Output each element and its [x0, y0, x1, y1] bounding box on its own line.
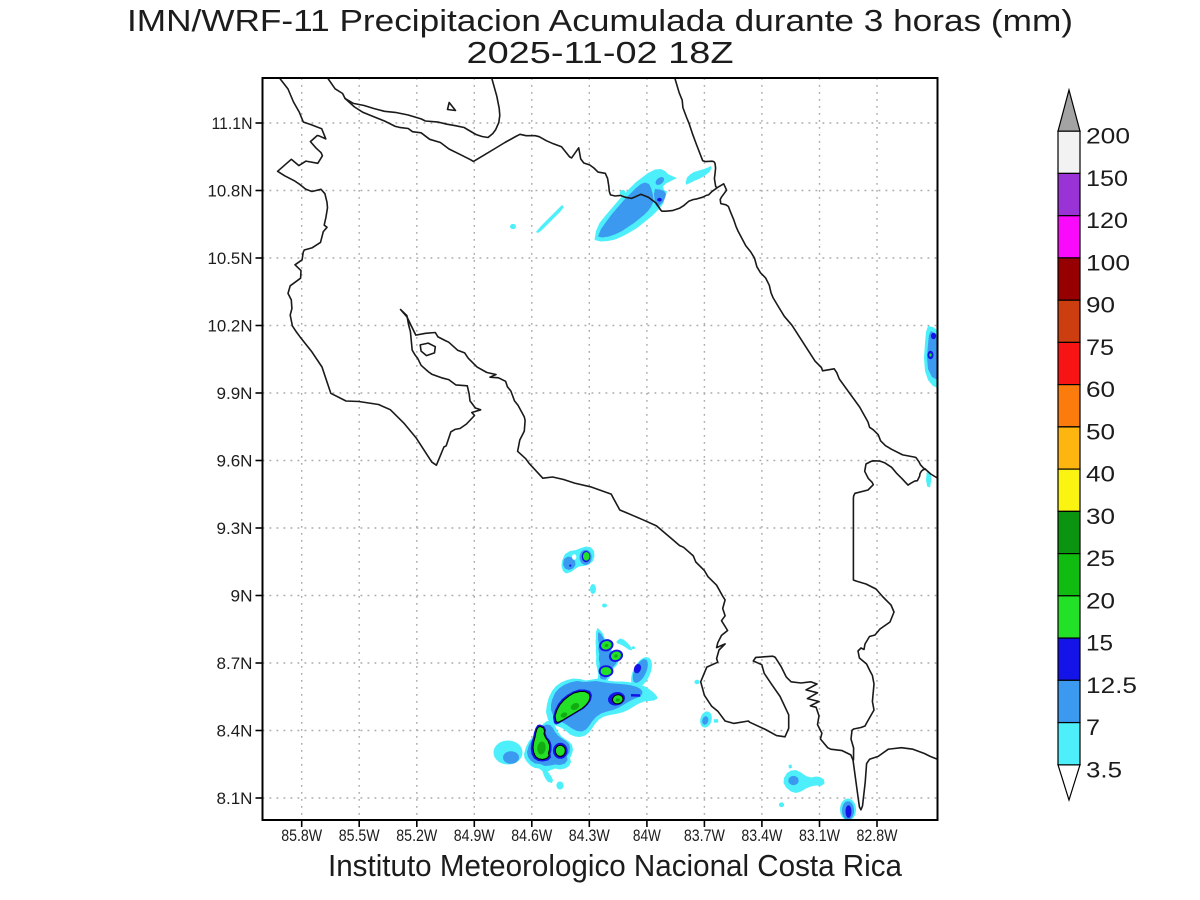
svg-text:100: 100 [1086, 250, 1130, 275]
svg-text:7: 7 [1086, 715, 1100, 740]
svg-text:9N: 9N [231, 587, 253, 606]
svg-text:2025-11-02 18Z: 2025-11-02 18Z [467, 35, 734, 70]
svg-text:84.3W: 84.3W [569, 826, 610, 845]
svg-text:50: 50 [1086, 419, 1115, 444]
svg-text:12.5: 12.5 [1086, 673, 1137, 698]
svg-text:200: 200 [1086, 124, 1130, 149]
svg-text:9.9N: 9.9N [217, 384, 253, 403]
svg-text:25: 25 [1086, 546, 1115, 571]
svg-text:82.8W: 82.8W [857, 826, 898, 845]
svg-text:120: 120 [1086, 208, 1128, 233]
svg-text:30: 30 [1086, 504, 1115, 529]
svg-text:85.5W: 85.5W [339, 826, 380, 845]
svg-text:20: 20 [1086, 588, 1115, 613]
svg-text:75: 75 [1086, 335, 1114, 360]
svg-text:8.7N: 8.7N [217, 654, 253, 673]
svg-text:60: 60 [1086, 377, 1115, 402]
svg-text:15: 15 [1086, 631, 1113, 656]
svg-text:8.4N: 8.4N [217, 722, 253, 741]
svg-text:10.8N: 10.8N [208, 182, 253, 201]
svg-text:8.1N: 8.1N [217, 789, 253, 808]
svg-text:10.2N: 10.2N [208, 317, 253, 336]
svg-text:150: 150 [1086, 166, 1128, 191]
svg-text:9.3N: 9.3N [217, 519, 253, 538]
svg-text:IMN/WRF-11 Precipitacion Acumu: IMN/WRF-11 Precipitacion Acumulada duran… [127, 3, 1073, 38]
svg-text:85.2W: 85.2W [396, 826, 437, 845]
svg-text:84W: 84W [633, 826, 661, 845]
svg-text:90: 90 [1086, 293, 1115, 318]
svg-text:85.8W: 85.8W [281, 826, 322, 845]
svg-text:9.6N: 9.6N [217, 452, 253, 471]
svg-text:Instituto Meteorologico Nacion: Instituto Meteorologico Nacional Costa R… [328, 848, 903, 883]
svg-text:11.1N: 11.1N [212, 114, 253, 133]
svg-text:83.1W: 83.1W [799, 826, 840, 845]
svg-text:83.4W: 83.4W [741, 826, 782, 845]
svg-text:84.6W: 84.6W [511, 826, 552, 845]
svg-text:84.9W: 84.9W [454, 826, 495, 845]
svg-text:3.5: 3.5 [1086, 757, 1122, 782]
svg-text:40: 40 [1086, 462, 1115, 487]
svg-text:10.5N: 10.5N [208, 249, 253, 268]
svg-text:83.7W: 83.7W [684, 826, 725, 845]
